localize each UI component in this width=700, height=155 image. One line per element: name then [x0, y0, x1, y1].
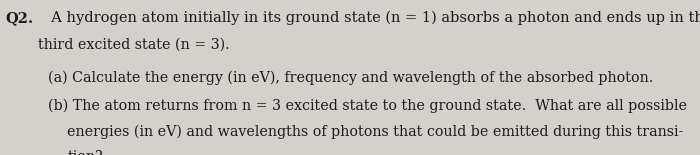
Text: A hydrogen atom initially in its ground state (n = 1) absorbs a photon and ends : A hydrogen atom initially in its ground …: [42, 11, 700, 25]
Text: third excited state (n = 3).: third excited state (n = 3).: [38, 37, 230, 51]
Text: energies (in eV) and wavelengths of photons that could be emitted during this tr: energies (in eV) and wavelengths of phot…: [67, 125, 684, 139]
Text: (a) Calculate the energy (in eV), frequency and wavelength of the absorbed photo: (a) Calculate the energy (in eV), freque…: [48, 71, 653, 85]
Text: tion?: tion?: [67, 150, 103, 155]
Text: (b) The atom returns from n = 3 excited state to the ground state.  What are all: (b) The atom returns from n = 3 excited …: [48, 98, 687, 113]
Text: Q2.: Q2.: [6, 11, 34, 25]
